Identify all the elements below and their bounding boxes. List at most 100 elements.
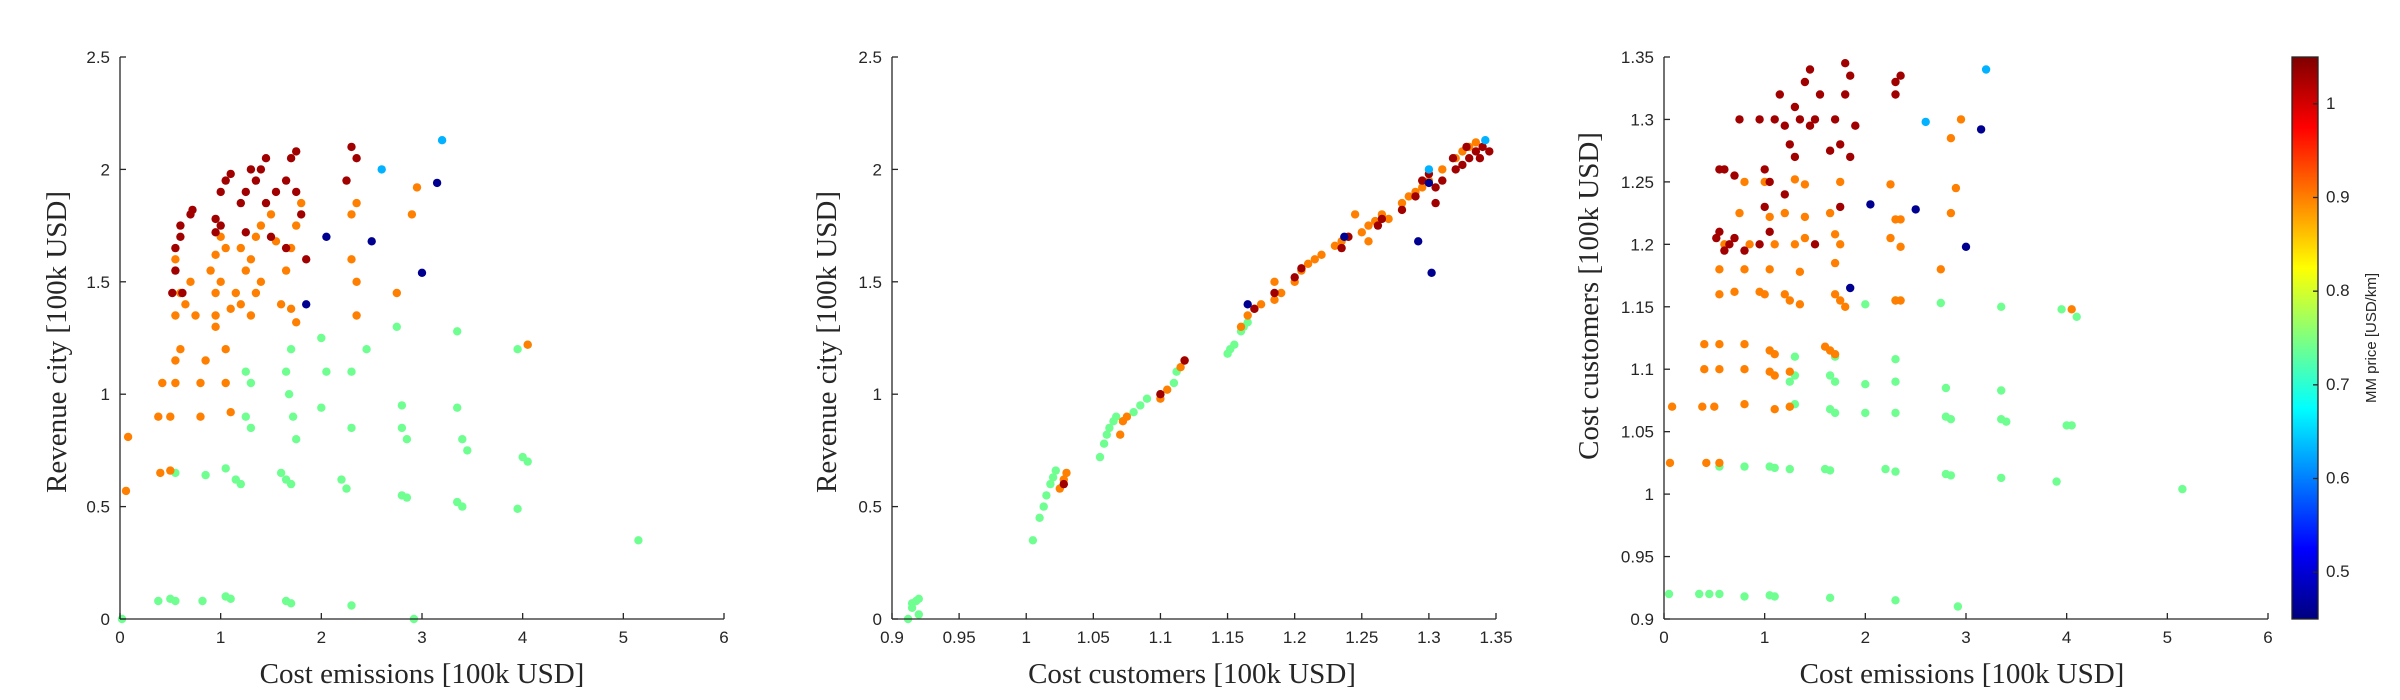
data-point [1485, 147, 1494, 156]
data-point [1035, 513, 1044, 522]
data-point [288, 412, 298, 421]
data-point [1851, 121, 1860, 130]
data-point [1397, 205, 1407, 215]
y-tick-label: 0.5 [858, 498, 882, 517]
data-point [188, 205, 197, 215]
data-point [1039, 502, 1048, 511]
data-point [1730, 287, 1739, 296]
data-point [1946, 415, 1956, 424]
data-point [1438, 165, 1447, 174]
data-point [1785, 367, 1795, 376]
x-tick-label: 3 [417, 628, 426, 647]
data-point [196, 412, 205, 421]
data-point [1411, 192, 1420, 201]
data-point [1740, 177, 1749, 187]
data-point [1384, 214, 1393, 224]
data-point [2067, 421, 2076, 430]
data-point [1745, 240, 1754, 249]
data-point [1715, 365, 1724, 374]
data-point [171, 311, 180, 320]
y-tick-label: 1.5 [858, 273, 882, 292]
data-point [1059, 479, 1069, 489]
data-point [1462, 142, 1471, 152]
data-point [1720, 165, 1729, 174]
data-point [1712, 233, 1721, 243]
data-point [317, 403, 326, 412]
data-point [347, 367, 356, 376]
data-point [342, 176, 351, 185]
scatter-panel-emissions-vs-revenue: 0 1 2 3 4 5 6 0 0.5 1 1.5 2 2.5 Cost emissions [100k… [41, 48, 729, 690]
data-point [1755, 240, 1764, 249]
data-point [1785, 464, 1795, 474]
data-point [1715, 290, 1724, 299]
data-point [1122, 412, 1132, 421]
x-tick-label: 1 [216, 628, 225, 647]
data-point [1846, 71, 1855, 80]
data-point [1310, 255, 1320, 264]
scatter-panel-customers-vs-revenue: 0.9 0.95 1 1.05 1.1 1.15 1.2 1.25 1.3 1.35 0 0.5 1 1.… [811, 48, 1513, 690]
data-point [261, 154, 271, 163]
x-tick-label: 5 [2163, 628, 2172, 647]
data-point [362, 345, 371, 354]
data-point [1042, 491, 1051, 500]
data-point [1740, 400, 1749, 409]
y-axis-title: Revenue city [100k USD] [41, 191, 73, 493]
data-point [246, 311, 256, 320]
data-point [292, 318, 301, 327]
data-point [276, 468, 286, 478]
axes: 0 1 2 3 4 5 6 0 0.5 1 1.5 2 2.5 [86, 48, 728, 647]
data-point [1790, 175, 1800, 184]
x-tick-label: 2 [1861, 628, 1870, 647]
data-point [1765, 265, 1774, 274]
data-point [1951, 183, 1961, 193]
data-point [458, 435, 467, 444]
data-point [2072, 312, 2081, 321]
x-tick-label: 0 [115, 628, 124, 647]
data-point [453, 403, 462, 412]
data-point [1481, 136, 1490, 145]
data-point [171, 255, 180, 264]
x-tick-label: 0.95 [943, 628, 976, 647]
data-point [1997, 473, 2006, 483]
data-point [914, 610, 923, 619]
data-point [1830, 350, 1840, 359]
data-point [1836, 140, 1845, 149]
data-point [1465, 154, 1474, 163]
data-point [1836, 202, 1845, 212]
x-tick-label: 4 [518, 628, 527, 647]
data-point [1303, 259, 1313, 268]
data-point [1921, 117, 1930, 127]
data-point [1431, 198, 1440, 208]
data-point [251, 288, 261, 298]
data-point [1770, 405, 1779, 414]
data-point [176, 221, 185, 230]
x-axis-title: Cost emissions [100k USD] [1800, 658, 2125, 690]
data-point [1795, 300, 1805, 309]
data-point [266, 232, 276, 241]
data-point [216, 277, 225, 286]
data-point [292, 187, 301, 197]
data-point [1700, 365, 1709, 374]
data-point [158, 378, 167, 388]
data-point [1911, 205, 1920, 214]
data-point [286, 599, 296, 608]
data-point [513, 504, 522, 513]
data-point [1256, 300, 1266, 309]
data-point [1740, 365, 1749, 374]
y-tick-label: 1.5 [86, 273, 110, 292]
data-point [1270, 295, 1279, 304]
data-point [1471, 147, 1481, 156]
data-point [1377, 214, 1387, 224]
data-point [166, 412, 175, 421]
data-point [1438, 176, 1447, 185]
data-point [1785, 402, 1795, 411]
data-point [1946, 208, 1956, 218]
data-point [236, 300, 245, 309]
data-point [1891, 467, 1900, 476]
data-point [226, 408, 235, 417]
data-point [1418, 176, 1427, 185]
data-point [352, 277, 361, 286]
data-point [241, 228, 250, 237]
data-point [907, 599, 917, 608]
data-point [397, 423, 407, 433]
